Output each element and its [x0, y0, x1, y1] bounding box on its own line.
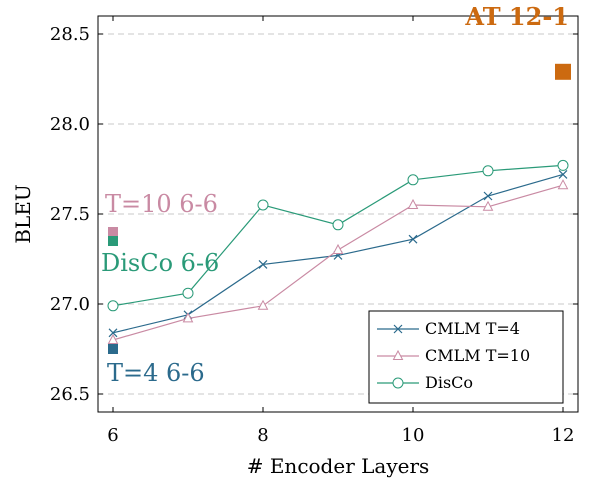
data-series — [107, 159, 569, 344]
x-tick-label: 10 — [402, 425, 425, 446]
legend-label: CMLM T=10 — [425, 346, 530, 365]
data-point-triangle — [257, 299, 269, 310]
data-point-circle — [392, 377, 404, 389]
data-point-cross — [408, 234, 418, 244]
data-point-cross — [558, 169, 568, 179]
series-cmlm-t-10 — [107, 179, 569, 344]
data-point-circle — [332, 219, 344, 231]
data-point-triangle — [557, 179, 569, 190]
data-point-triangle — [392, 349, 404, 360]
data-point-circle — [257, 199, 269, 211]
y-axis-label: BLEU — [11, 184, 35, 243]
series-disco — [107, 159, 569, 312]
data-point-cross — [483, 191, 493, 201]
data-point-triangle — [332, 243, 344, 254]
annotation-label: AT 12-1 — [464, 2, 569, 31]
data-point-circle — [182, 287, 194, 299]
annotation-label: T=4 6-6 — [107, 359, 205, 387]
data-point-triangle — [107, 333, 119, 344]
annotation-label: DisCo 6-6 — [101, 249, 219, 277]
annotation-marker — [108, 227, 118, 237]
annotation-marker — [108, 344, 118, 354]
annotation-label: T=10 6-6 — [105, 190, 218, 218]
y-tick-label: 27.5 — [50, 204, 90, 225]
annotations: AT 12-1 T=10 6-6 DisCo 6-6 T=4 6-6 — [101, 2, 571, 387]
legend-label: DisCo — [425, 373, 473, 392]
data-point-cross — [108, 328, 118, 338]
data-point-cross — [258, 259, 268, 269]
annotation-marker — [555, 63, 571, 80]
annotation-marker — [108, 236, 118, 246]
data-point-triangle — [182, 312, 194, 323]
data-point-triangle — [482, 200, 494, 211]
data-point-circle — [107, 300, 119, 312]
y-tick-label: 28.0 — [50, 114, 90, 135]
data-point-cross — [393, 324, 403, 334]
x-axis-label: # Encoder Layers — [247, 454, 430, 478]
x-tick-label: 12 — [552, 425, 575, 446]
axis-ticks: 26.5 27.0 27.5 28.0 28.5 6 8 10 12 — [50, 16, 578, 446]
data-point-circle — [407, 174, 419, 186]
x-tick-label: 6 — [107, 425, 118, 446]
legend-label: CMLM T=4 — [425, 319, 520, 338]
x-tick-label: 8 — [257, 425, 268, 446]
data-point-circle — [482, 165, 494, 177]
y-tick-label: 27.0 — [50, 294, 90, 315]
data-point-circle — [557, 159, 569, 171]
y-tick-label: 26.5 — [50, 384, 90, 405]
data-point-triangle — [407, 198, 419, 209]
series-line — [112, 164, 564, 307]
legend: CMLM T=4 CMLM T=10 DisCo — [368, 310, 564, 404]
y-tick-label: 28.5 — [50, 24, 90, 45]
